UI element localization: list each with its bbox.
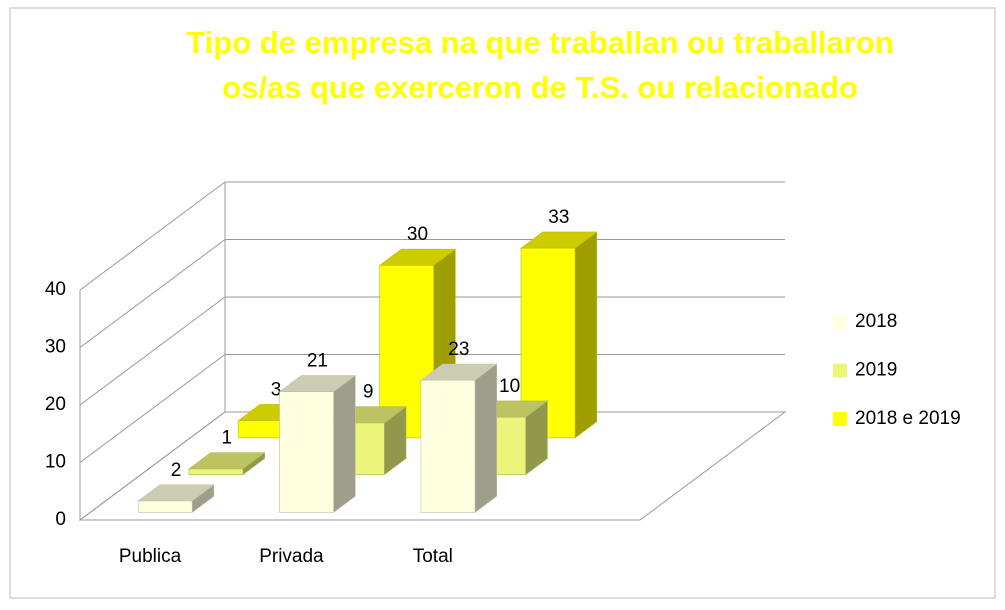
data-label: 10 <box>499 376 520 397</box>
y-tick-label: 40 <box>45 279 66 300</box>
data-label: 3 <box>271 379 282 400</box>
data-label: 1 <box>221 428 232 449</box>
data-label: 21 <box>307 351 328 372</box>
chart-title: Tipo de empresa na que traballan ou trab… <box>186 25 893 60</box>
bar <box>520 231 598 439</box>
bar <box>187 452 266 476</box>
data-label: 30 <box>407 224 428 245</box>
grid-line <box>79 239 226 348</box>
legend-label: 2018 <box>855 311 897 332</box>
legend-label: 2019 <box>855 360 897 381</box>
grid-line <box>79 181 226 291</box>
bar-face <box>420 379 476 513</box>
data-label: 9 <box>363 382 374 403</box>
y-tick-label: 0 <box>55 509 66 530</box>
data-label: 33 <box>548 207 569 228</box>
bar-face <box>137 500 193 513</box>
bar-face <box>574 231 598 439</box>
bar-face <box>379 265 434 439</box>
x-tick-label: Total <box>413 546 453 567</box>
data-label: 2 <box>171 460 182 481</box>
bar-face <box>188 468 244 475</box>
legend-swatch <box>833 412 847 426</box>
legend-label: 2018 e 2019 <box>855 408 961 429</box>
y-tick-label: 30 <box>45 337 66 358</box>
grid-line <box>79 354 226 463</box>
bar-face <box>279 391 334 513</box>
chart-subtitle: os/as que exerceron de T.S. ou relaciona… <box>222 70 858 105</box>
bar <box>278 374 357 514</box>
bar-face <box>474 363 498 514</box>
legend-swatch <box>833 363 847 378</box>
y-tick-label: 20 <box>45 394 66 415</box>
bar <box>420 363 498 514</box>
data-label: 23 <box>448 339 469 360</box>
x-tick-label: Privada <box>259 546 324 567</box>
bar-face <box>333 374 356 514</box>
bar <box>137 484 215 514</box>
grid-line <box>79 411 226 521</box>
y-tick-label: 10 <box>45 452 66 473</box>
bar-face <box>520 247 576 439</box>
grid-line <box>79 296 226 406</box>
x-tick-label: Publica <box>119 546 182 567</box>
legend-swatch <box>833 315 847 329</box>
